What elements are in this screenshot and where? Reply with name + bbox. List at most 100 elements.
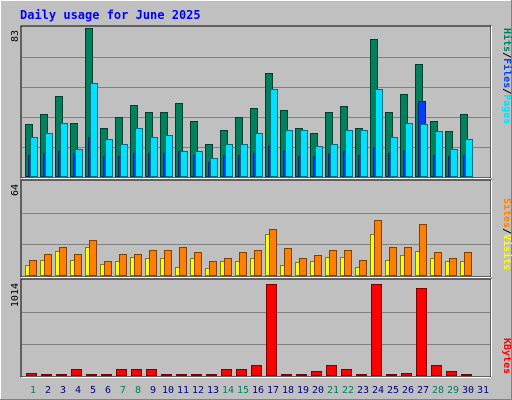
x-tick-day-18: 18 (282, 385, 294, 396)
bar-sites-day-22 (344, 250, 352, 276)
bar-sites-day-20 (314, 255, 322, 276)
x-tick-day-16: 16 (252, 385, 264, 396)
x-tick-day-7: 7 (120, 385, 126, 396)
bar-pages-day-17 (270, 89, 278, 177)
y-max-label-kbytes: 1014 (10, 283, 21, 307)
bar-kbytes-day-15 (236, 369, 247, 376)
x-tick-day-12: 12 (192, 385, 204, 396)
bar-pages-day-6 (105, 139, 113, 177)
bar-sites-day-29 (449, 258, 457, 276)
x-tick-day-10: 10 (162, 385, 174, 396)
bar-kbytes-day-11 (176, 374, 187, 376)
bar-kbytes-day-28 (431, 365, 442, 376)
x-tick-day-31: 31 (477, 385, 489, 396)
bar-kbytes-day-1 (26, 373, 37, 376)
y-max-label-hits: 83 (10, 30, 21, 42)
bar-sites-day-9 (149, 250, 157, 276)
x-tick-day-4: 4 (75, 385, 81, 396)
bar-kbytes-day-23 (356, 374, 367, 376)
bar-kbytes-day-2 (41, 374, 52, 376)
bar-kbytes-day-25 (386, 374, 397, 376)
bar-pages-day-22 (345, 130, 353, 177)
bar-sites-day-27 (419, 224, 427, 276)
legend-sep-2: / (501, 88, 512, 94)
bar-kbytes-day-17 (266, 284, 277, 376)
bar-sites-day-5 (89, 240, 97, 276)
bar-kbytes-day-29 (446, 371, 457, 376)
x-tick-day-11: 11 (177, 385, 189, 396)
bar-pages-day-12 (195, 151, 203, 177)
bar-sites-day-24 (374, 220, 382, 276)
bar-sites-day-26 (404, 247, 412, 276)
bar-pages-day-14 (225, 144, 233, 177)
bar-pages-day-1 (30, 137, 38, 177)
bar-sites-day-7 (119, 254, 127, 276)
bar-kbytes-day-27 (416, 288, 427, 376)
bar-pages-day-4 (75, 149, 83, 177)
bar-kbytes-day-3 (56, 374, 67, 376)
x-tick-day-25: 25 (387, 385, 399, 396)
bar-kbytes-day-26 (401, 373, 412, 376)
bar-sites-day-17 (269, 229, 277, 276)
bar-kbytes-day-14 (221, 369, 232, 376)
x-tick-day-28: 28 (432, 385, 444, 396)
x-tick-day-3: 3 (60, 385, 66, 396)
bar-kbytes-day-24 (371, 284, 382, 376)
bars (25, 28, 473, 177)
panel-frame (20, 278, 492, 378)
legend-files: Files (501, 58, 512, 88)
legend-visits: Visits (501, 234, 512, 270)
x-tick-day-13: 13 (207, 385, 219, 396)
legend-sites: Sites (501, 198, 512, 228)
legend-hits-files-pages: Hits/Files/Pages (501, 28, 512, 124)
bar-pages-day-18 (285, 130, 293, 177)
bar-kbytes-day-22 (341, 369, 352, 376)
bar-kbytes-day-6 (101, 374, 112, 376)
bar-pages-day-3 (60, 123, 68, 177)
y-max-label-visits: 64 (10, 184, 21, 196)
bar-pages-day-30 (465, 139, 473, 177)
bar-sites-day-25 (389, 247, 397, 276)
bar-pages-day-25 (390, 137, 398, 177)
bar-sites-day-21 (329, 250, 337, 276)
bar-pages-day-15 (240, 144, 248, 177)
bar-pages-day-19 (300, 130, 308, 177)
legend-hits: Hits (501, 28, 512, 52)
bar-sites-day-13 (209, 261, 217, 276)
bar-sites-day-6 (104, 261, 112, 276)
panel-kbytes: 1014 KBytes (10, 278, 512, 378)
x-tick-day-5: 5 (90, 385, 96, 396)
bars (25, 220, 472, 276)
legend-sep-1: / (501, 52, 512, 58)
x-tick-day-6: 6 (105, 385, 111, 396)
bar-sites-day-30 (464, 252, 472, 276)
bar-sites-day-15 (239, 252, 247, 276)
bar-sites-day-11 (179, 247, 187, 276)
bar-sites-day-3 (59, 247, 67, 276)
bar-sites-day-4 (74, 254, 82, 276)
bar-pages-day-20 (315, 146, 323, 177)
bar-sites-day-12 (194, 252, 202, 276)
bar-sites-day-16 (254, 250, 262, 276)
bar-sites-day-14 (224, 258, 232, 276)
bar-kbytes-day-16 (251, 365, 262, 376)
bar-sites-day-18 (284, 248, 292, 276)
x-tick-day-26: 26 (402, 385, 414, 396)
x-tick-day-21: 21 (327, 385, 339, 396)
gridlines (22, 312, 490, 345)
x-tick-day-22: 22 (342, 385, 354, 396)
bar-sites-day-19 (299, 258, 307, 276)
bar-pages-day-16 (255, 133, 263, 177)
gridlines (22, 213, 490, 245)
legend-sep-3: / (501, 228, 512, 234)
bar-pages-day-8 (135, 128, 143, 177)
x-tick-day-14: 14 (222, 385, 234, 396)
bar-sites-day-28 (434, 252, 442, 276)
bar-kbytes-day-12 (191, 374, 202, 376)
bar-pages-day-9 (150, 137, 158, 177)
x-axis-day-labels: 1 2 3 4 5 6 7 8 9 10 11 12 13 14 15 16 17 18 19 20 21 22 23 24 2… (30, 385, 489, 396)
bar-pages-day-21 (330, 144, 338, 177)
bar-kbytes-day-20 (311, 371, 322, 376)
